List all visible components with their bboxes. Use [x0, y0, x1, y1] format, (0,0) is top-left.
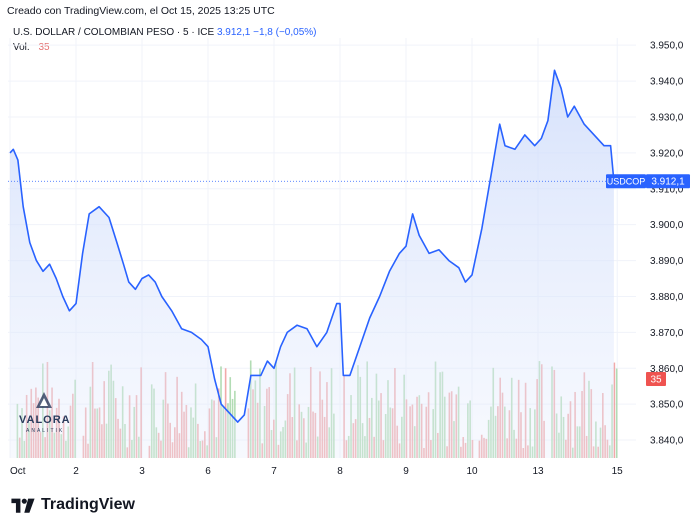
volume-bar [615, 368, 618, 458]
price-area [10, 70, 614, 459]
y-tick-label: 3.920,0 [650, 148, 684, 159]
symbol-tag [606, 174, 646, 189]
y-tick-label: 3.950,0 [650, 41, 684, 52]
y-tick-label: 3.930,0 [650, 112, 684, 123]
watermark-subtext: ANALITIK [26, 428, 65, 434]
volume-bar [613, 362, 616, 458]
y-tick-label: 3.900,0 [650, 220, 684, 231]
x-tick-label: 2 [73, 466, 79, 477]
price-line [8, 69, 636, 423]
volume-label: Vol. [13, 42, 30, 53]
x-axis: Oct 2 3 6 7 8 9 10 13 15 [10, 466, 623, 477]
tradingview-brand-text: TradingView [41, 496, 135, 513]
x-tick-label: 7 [271, 466, 277, 477]
x-tick-label: 15 [612, 466, 624, 477]
x-tick-label: 9 [403, 466, 409, 477]
y-tick-label: 3.860,0 [650, 364, 684, 375]
volume-tag [646, 372, 666, 386]
watermark-logo-icon [36, 392, 52, 408]
y-tick-label: 3.940,0 [650, 77, 684, 88]
volume-tag-label: 35 [650, 375, 662, 386]
x-tick-label: 6 [205, 466, 211, 477]
price-area-fill [10, 70, 614, 459]
chart-legend: U.S. DOLLAR / COLOMBIAN PESO · 5 · ICE 3… [13, 27, 316, 38]
y-tick-label: 3.850,0 [650, 400, 684, 411]
x-tick-label: 13 [532, 466, 544, 477]
price-tags: USDCOP 3.912,1 35 [606, 174, 690, 386]
y-tick-label: 3.910,0 [650, 184, 684, 195]
valora-watermark: VALORA ANALITIK [14, 388, 84, 434]
symbol-title: U.S. DOLLAR / COLOMBIAN PESO · 5 · ICE [13, 27, 215, 38]
x-tick-label: Oct [10, 466, 26, 477]
y-tick-label: 3.870,0 [650, 328, 684, 339]
price-change-legend: −1,8 (−0,05%) [253, 27, 317, 38]
volume-value: 35 [38, 42, 50, 53]
y-tick-label: 3.890,0 [650, 256, 684, 267]
symbol-tag-label: USDCOP [607, 177, 646, 187]
tradingview-logo-icon [11, 498, 35, 513]
y-tick-label: 3.880,0 [650, 292, 684, 303]
x-tick-label: 3 [139, 466, 145, 477]
creation-caption: Creado con TradingView.com, el Oct 15, 2… [7, 5, 275, 17]
watermark-text: VALORA [19, 414, 71, 426]
last-price-tag-label: 3.912,1 [651, 177, 685, 188]
last-price-tag [646, 174, 690, 189]
x-tick-label: 8 [337, 466, 343, 477]
volume-legend: Vol. 35 [13, 42, 50, 53]
last-price-legend: 3.912,1 [216, 27, 251, 38]
y-axis: 3.840,0 3.850,0 3.860,0 3.870,0 3.880,0 3.890… [650, 41, 684, 447]
y-tick-label: 3.840,0 [650, 436, 684, 447]
x-tick-label: 10 [466, 466, 478, 477]
footer-brand[interactable]: TradingView [11, 496, 135, 514]
price-series-line [9, 69, 615, 423]
